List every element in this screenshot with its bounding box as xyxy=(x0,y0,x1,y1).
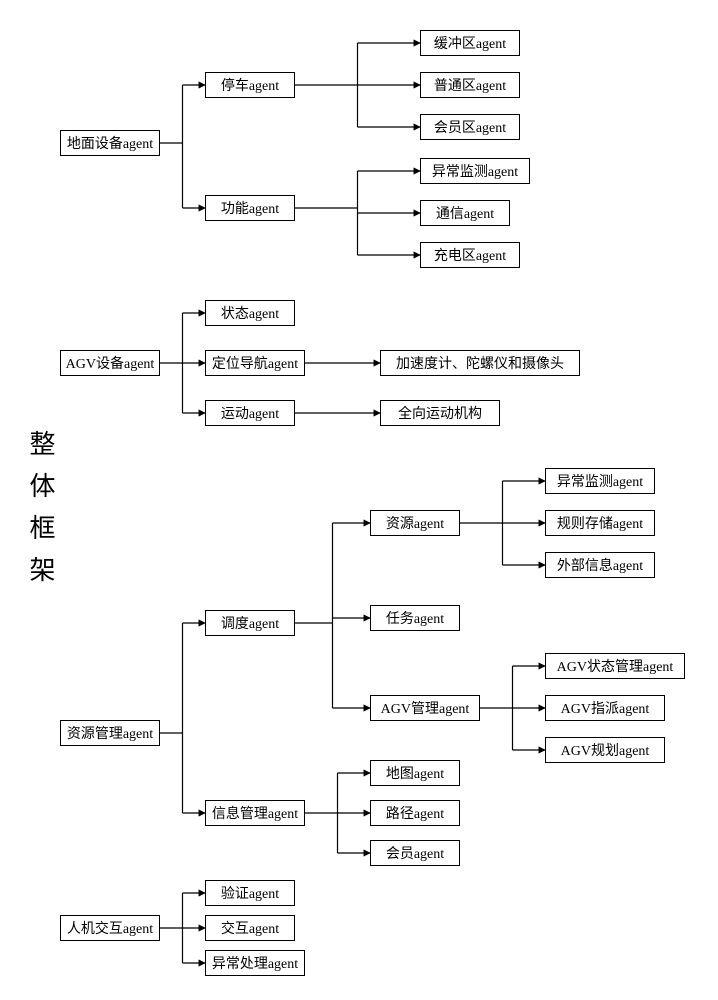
node-l2_nav: 定位导航agent xyxy=(205,350,305,376)
node-l2_park: 停车agent xyxy=(205,72,295,98)
node-l3_path: 路径agent xyxy=(370,800,460,826)
node-l2_dispatch: 调度agent xyxy=(205,610,295,636)
node-l1_2: AGV设备agent xyxy=(60,350,160,376)
diagram-title: 整体框架 xyxy=(22,430,59,598)
node-l2_func: 功能agent xyxy=(205,195,295,221)
node-l4_agvst: AGV状态管理agent xyxy=(545,653,685,679)
node-l3_task: 任务agent xyxy=(370,605,460,631)
node-l2_info: 信息管理agent xyxy=(205,800,305,826)
node-l3_member: 会员区agent xyxy=(420,114,520,140)
node-l2_except: 异常处理agent xyxy=(205,950,305,976)
node-l3_res: 资源agent xyxy=(370,510,460,536)
node-l3_mem: 会员agent xyxy=(370,840,460,866)
node-l2_state: 状态agent xyxy=(205,300,295,326)
node-l4_rule: 规则存储agent xyxy=(545,510,655,536)
node-l2_interact: 交互agent xyxy=(205,915,295,941)
node-l3_comm: 通信agent xyxy=(420,200,510,226)
node-l4_agvasn: AGV指派agent xyxy=(545,695,665,721)
node-l3_sensor: 加速度计、陀螺仪和摄像头 xyxy=(380,350,580,376)
node-l3_buf: 缓冲区agent xyxy=(420,30,520,56)
node-l1_4: 人机交互agent xyxy=(60,915,160,941)
node-l4_ext: 外部信息agent xyxy=(545,552,655,578)
node-l2_motion: 运动agent xyxy=(205,400,295,426)
node-l4_agvplan: AGV规划agent xyxy=(545,737,665,763)
node-l3_charge: 充电区agent xyxy=(420,242,520,268)
node-l3_omni: 全向运动机构 xyxy=(380,400,500,426)
node-l3_anom1: 异常监测agent xyxy=(420,158,530,184)
node-l3_agvmgr: AGV管理agent xyxy=(370,695,480,721)
node-l3_map: 地图agent xyxy=(370,760,460,786)
node-l4_anom2: 异常监测agent xyxy=(545,468,655,494)
node-l3_normal: 普通区agent xyxy=(420,72,520,98)
node-l2_verify: 验证agent xyxy=(205,880,295,906)
node-l1_1: 地面设备agent xyxy=(60,130,160,156)
node-l1_3: 资源管理agent xyxy=(60,720,160,746)
